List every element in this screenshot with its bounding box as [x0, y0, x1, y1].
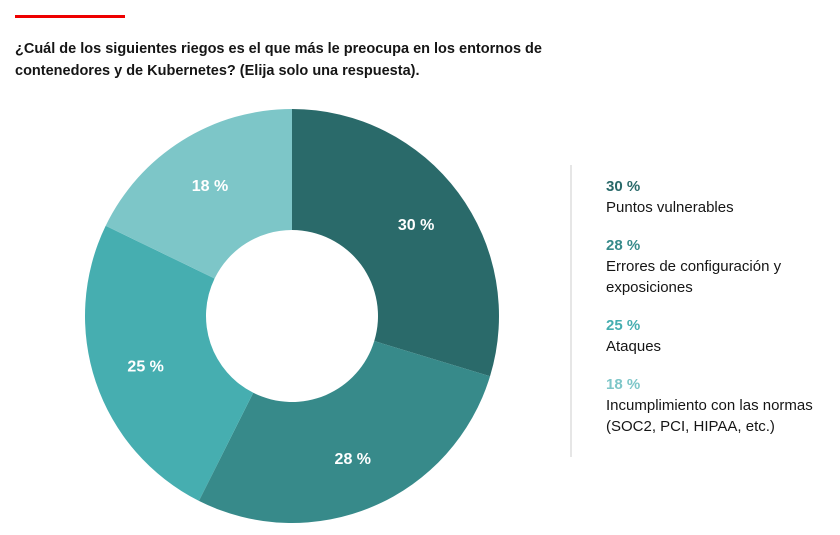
- legend-percent: 25 %: [606, 317, 641, 334]
- legend-item: 25 % Ataques: [606, 316, 836, 357]
- slice-label: 25 %: [127, 359, 163, 376]
- legend-item: 30 % Puntos vulnerables: [606, 177, 836, 218]
- legend-label: Puntos vulnerables: [606, 199, 734, 216]
- donut-slice: [292, 109, 499, 377]
- legend-item: 28 % Errores de configuración y exposici…: [606, 236, 836, 298]
- legend: 30 % Puntos vulnerables 28 % Errores de …: [606, 177, 836, 455]
- legend-percent: 30 %: [606, 178, 641, 195]
- accent-rule: [15, 15, 125, 18]
- donut-slice: [84, 225, 254, 501]
- legend-item: 18 % Incumplimiento con las normas (SOC2…: [606, 375, 836, 437]
- donut-slice: [198, 341, 491, 523]
- slice-label: 28 %: [335, 451, 371, 468]
- legend-percent: 18 %: [606, 376, 641, 393]
- legend-label: Errores de configuración y exposiciones: [606, 258, 782, 296]
- chart-title: ¿Cuál de los siguientes riegos es el que…: [15, 41, 542, 79]
- legend-divider: [570, 165, 572, 457]
- slice-label: 30 %: [398, 217, 434, 234]
- slice-label: 18 %: [192, 178, 228, 195]
- legend-label: Ataques: [606, 338, 662, 355]
- legend-percent: 28 %: [606, 237, 641, 254]
- donut-slice: [105, 109, 292, 279]
- legend-label: Incumplimiento con las normas (SOC2, PCI…: [606, 397, 813, 435]
